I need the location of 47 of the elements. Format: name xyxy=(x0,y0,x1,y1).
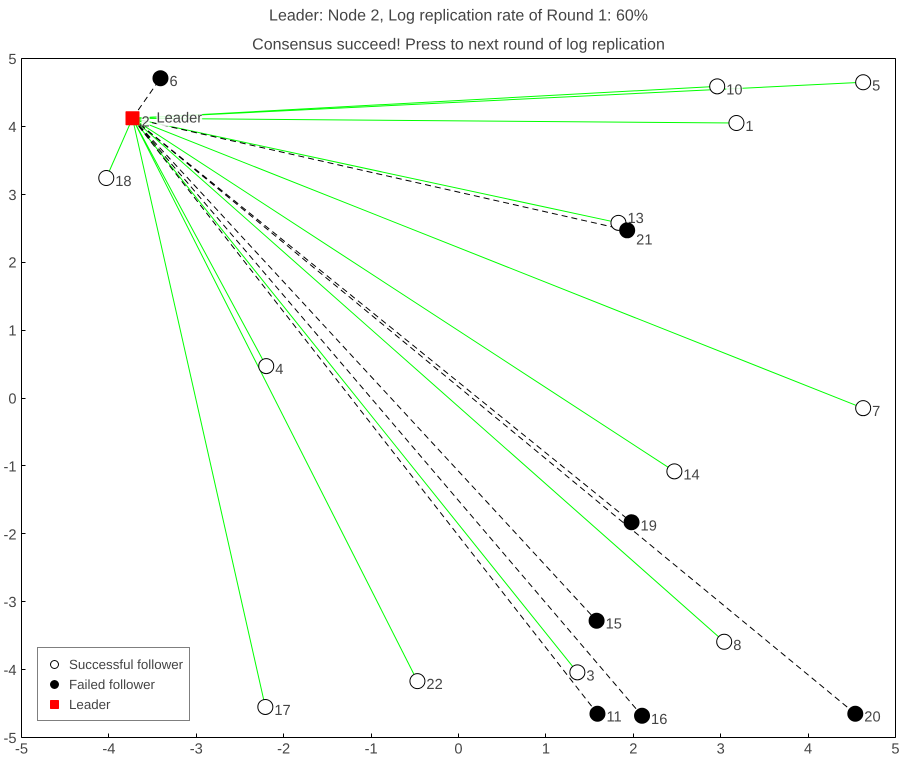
annotation: 2 xyxy=(142,114,150,130)
annotation: 8 xyxy=(733,638,742,654)
annotation: 3 xyxy=(586,668,595,684)
annotation: 13 xyxy=(627,210,644,227)
x-tick-label: -3 xyxy=(190,742,203,758)
annotation: Leader xyxy=(156,110,202,126)
annotation: 22 xyxy=(426,677,443,694)
x-tick-label: -2 xyxy=(277,742,290,758)
legend-label: Successful follower xyxy=(69,656,184,672)
x-tick-label: 1 xyxy=(542,742,550,758)
y-tick-label: 2 xyxy=(8,256,17,272)
y-tick-label: -5 xyxy=(3,731,17,747)
annotation: 6 xyxy=(169,74,178,90)
annotation: 20 xyxy=(864,710,881,726)
y-tick-label: 4 xyxy=(8,120,17,136)
y-tick-label: 5 xyxy=(8,52,17,68)
annotation: 21 xyxy=(636,232,652,248)
annotation: 1 xyxy=(745,119,754,136)
x-tick-label: 4 xyxy=(804,742,812,758)
annotation: 17 xyxy=(274,702,291,719)
y-tick-label: -1 xyxy=(3,459,17,476)
x-tick-label: 3 xyxy=(716,742,725,758)
x-tick-label: 2 xyxy=(629,742,638,758)
annotation: 7 xyxy=(872,404,880,420)
y-tick-label: -4 xyxy=(3,663,17,680)
y-tick-label: -2 xyxy=(3,527,17,544)
annotation: 18 xyxy=(115,174,132,190)
annotation: 5 xyxy=(872,78,880,94)
legend-label: Leader xyxy=(69,696,111,712)
x-tick-label: 0 xyxy=(454,742,463,758)
chart-title: Leader: Node 2, Log replication rate of Round 1: 60% xyxy=(269,8,648,24)
annotation: 4 xyxy=(275,362,284,378)
annotation: 16 xyxy=(651,712,668,728)
x-tick-label: 5 xyxy=(891,742,900,758)
annotation: 19 xyxy=(640,518,657,534)
x-tick-label: -4 xyxy=(102,742,116,758)
x-tick-label: -1 xyxy=(364,742,378,758)
y-tick-label: 0 xyxy=(8,392,17,408)
chart-subtitle: Consensus succeed! Press to next round of log replication xyxy=(252,36,665,54)
y-tick-label: 3 xyxy=(8,188,17,204)
legend-label: Failed follower xyxy=(69,676,155,692)
y-tick-label: 1 xyxy=(8,324,17,340)
annotation: 14 xyxy=(683,467,700,484)
annotation: 10 xyxy=(726,82,743,98)
annotation: 15 xyxy=(606,616,622,633)
annotation: 11 xyxy=(606,710,622,726)
y-tick-label: -3 xyxy=(3,595,17,612)
